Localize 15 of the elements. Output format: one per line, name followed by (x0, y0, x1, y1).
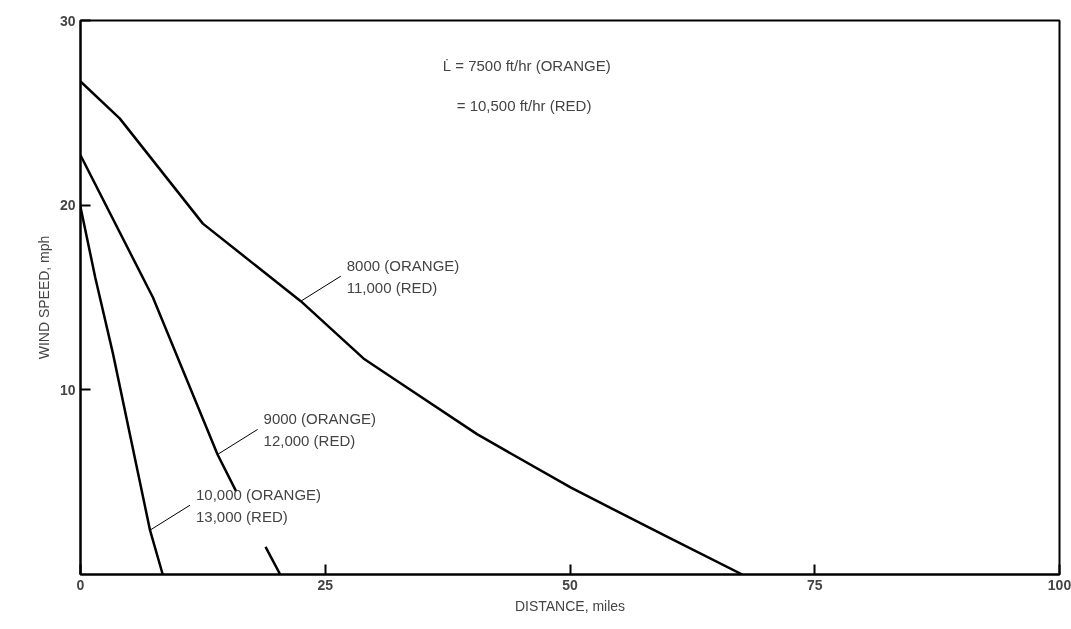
y-axis-title: WIND SPEED, mph (35, 235, 52, 360)
x-tick-label: 75 (806, 576, 823, 593)
annotation: 10,000 (ORANGE) 13,000 (RED) (196, 485, 322, 525)
x-axis-title: DISTANCE, miles (514, 597, 626, 614)
annotation: = 10,500 ft/hr (RED) (456, 97, 592, 114)
x-tick-label: 0 (76, 576, 85, 593)
y-tick-label: 10 (59, 381, 76, 398)
x-tick-label: 100 (1047, 576, 1071, 593)
y-tick-label: 30 (59, 12, 76, 29)
x-tick-label: 50 (562, 576, 578, 593)
annotation: L̇ = 7500 ft/hr (ORANGE) (442, 57, 611, 74)
annotation: 8000 (ORANGE) 11,000 (RED) (346, 256, 460, 296)
x-tick-label: 25 (317, 576, 334, 593)
annotation: 9000 (ORANGE) 12,000 (RED) (263, 409, 377, 450)
y-tick-label: 20 (59, 197, 76, 214)
